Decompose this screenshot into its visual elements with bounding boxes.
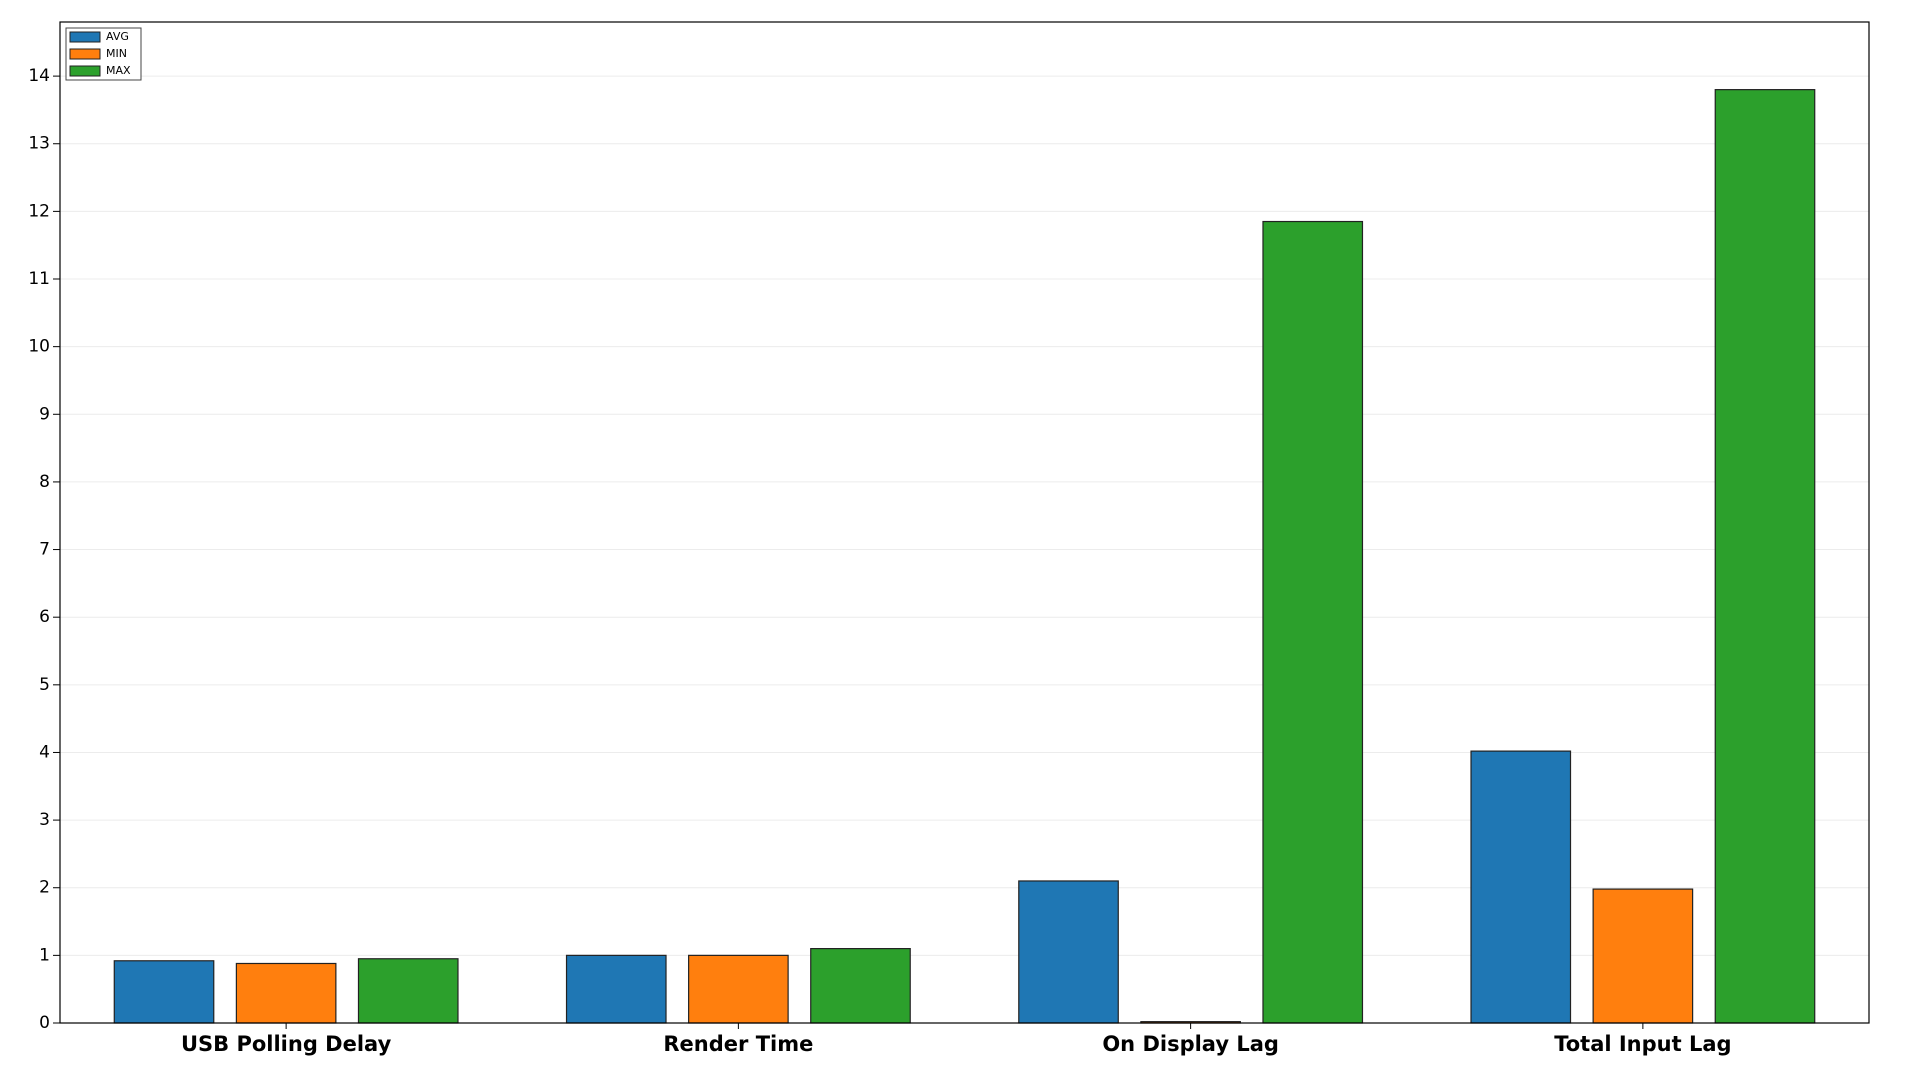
y-tick-label: 2	[39, 878, 50, 898]
y-tick-label: 0	[39, 1013, 50, 1033]
plot-frame	[59, 21, 1870, 1024]
x-tick-label: On Display Lag	[1102, 1032, 1279, 1056]
y-tick-label: 1	[39, 945, 50, 965]
legend-swatch	[69, 48, 101, 60]
y-tick-label: 8	[39, 472, 50, 492]
x-tick-label: USB Polling Delay	[181, 1032, 392, 1056]
legend-swatch	[69, 65, 101, 77]
y-tick-label: 7	[39, 540, 50, 560]
bar	[1262, 220, 1364, 1024]
y-tick-label: 13	[28, 134, 50, 154]
bar	[357, 958, 459, 1024]
y-tick-label: 6	[39, 607, 50, 627]
y-tick-label: 12	[28, 201, 50, 221]
bar	[1714, 89, 1816, 1024]
bar	[810, 948, 911, 1024]
bar	[1018, 880, 1119, 1024]
legend-swatch	[69, 31, 101, 43]
x-tick-label: Render Time	[663, 1032, 813, 1056]
bar	[1592, 888, 1694, 1024]
y-tick-label: 9	[39, 404, 50, 424]
x-tick-label: Total Input Lag	[1554, 1032, 1731, 1056]
y-tick-label: 11	[28, 269, 50, 289]
bar	[565, 954, 667, 1024]
bar	[235, 962, 337, 1024]
y-tick-label: 5	[39, 675, 50, 695]
legend-label: MIN	[106, 47, 127, 60]
bar	[1470, 750, 1572, 1024]
y-tick-label: 10	[28, 337, 50, 357]
bar	[688, 954, 789, 1024]
legend-label: MAX	[106, 64, 131, 77]
bar	[113, 960, 215, 1024]
y-tick-label: 4	[39, 742, 50, 762]
y-tick-label: 14	[28, 66, 50, 86]
y-tick-label: 3	[39, 810, 50, 830]
legend-label: AVG	[106, 30, 129, 43]
